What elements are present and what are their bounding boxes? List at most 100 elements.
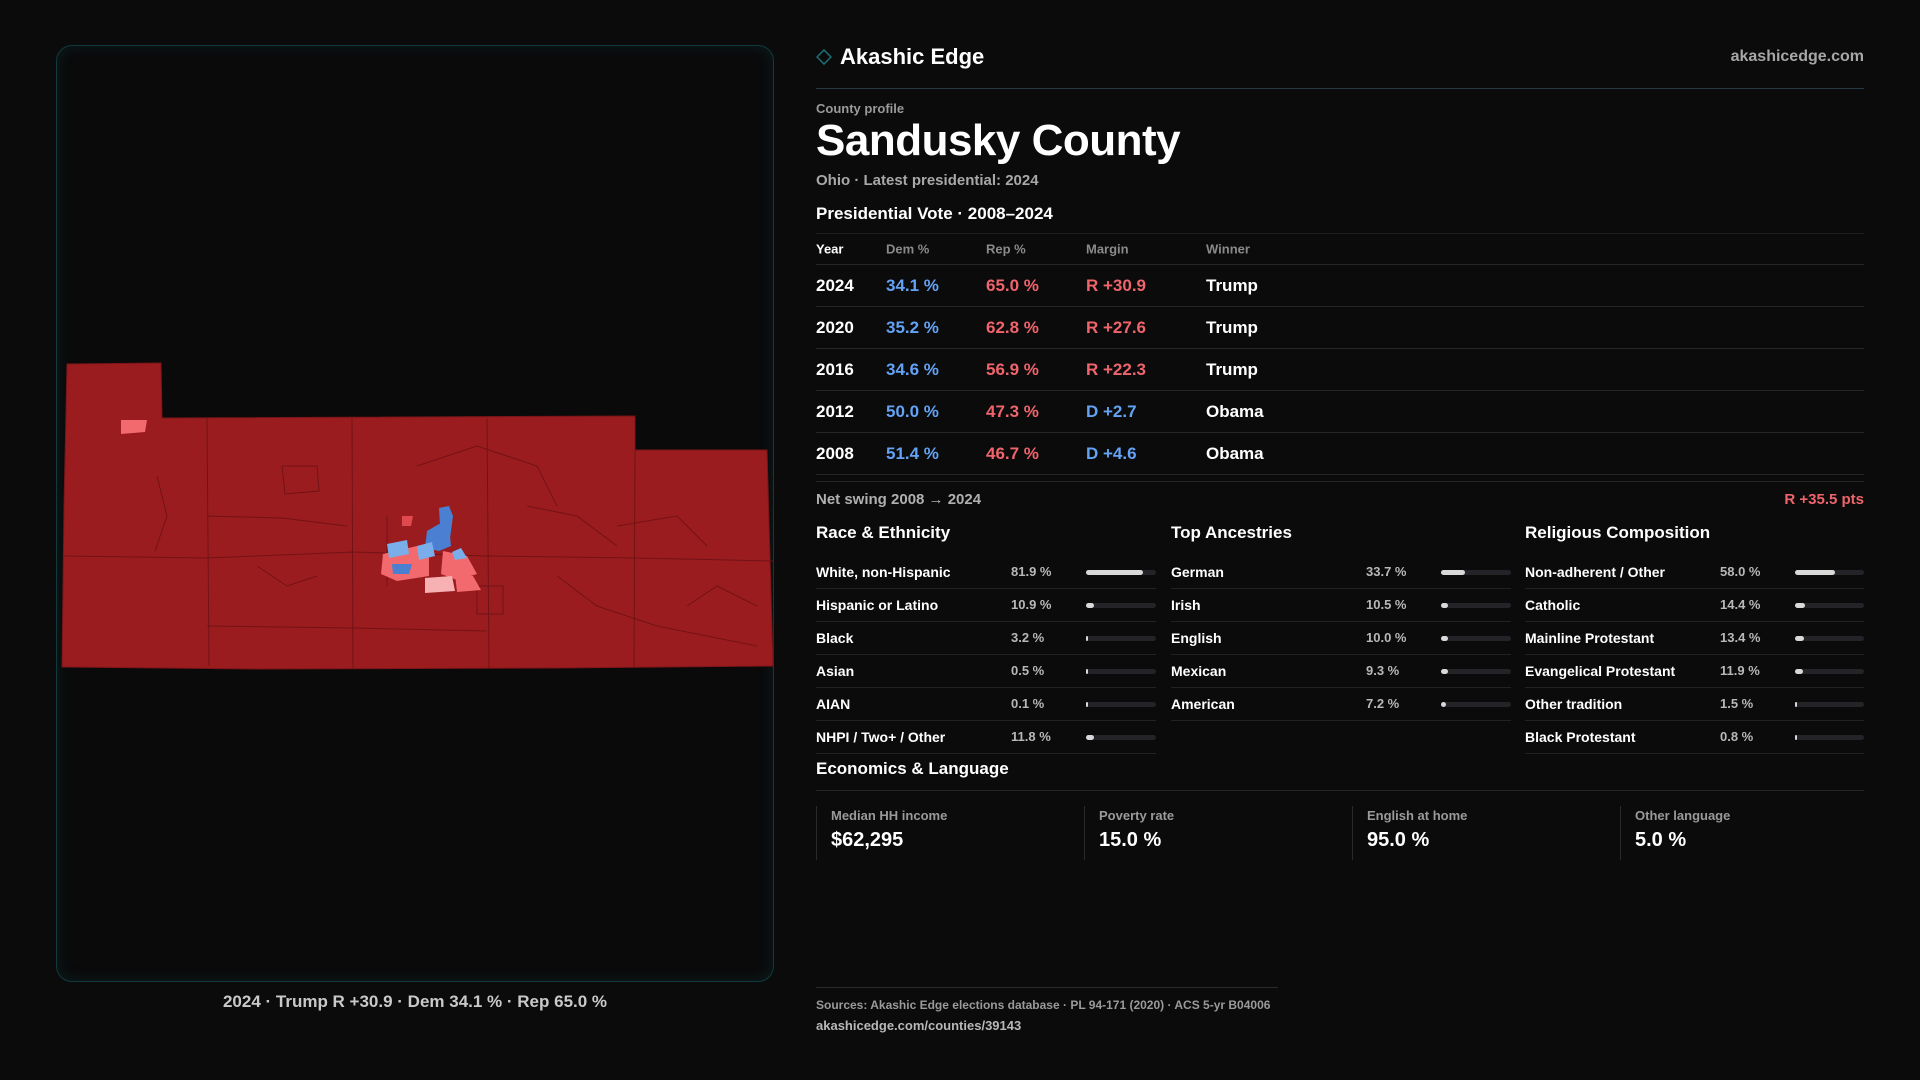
stat-value: 3.2 % [1011, 630, 1045, 645]
stat-value: 10.5 % [1366, 597, 1407, 612]
stat-bar-track [1086, 603, 1156, 608]
winner-cell: Trump [1206, 359, 1258, 379]
diamond-icon [816, 49, 832, 65]
stat-bar-fill [1086, 702, 1088, 707]
winner-cell: Obama [1206, 443, 1264, 463]
dem-cell: 34.1 % [886, 275, 939, 295]
table-row[interactable]: 2012 50.0 % 47.3 % D +2.7 Obama [816, 391, 1864, 433]
stat-bar-fill [1441, 669, 1448, 674]
swing-value: R +35.5 pts [1784, 491, 1864, 508]
stat-bar-track [1086, 570, 1156, 575]
sources-text: Sources: Akashic Edge elections database… [816, 998, 1271, 1012]
ancestry-section: Top Ancestries German 33.7 % Irish 10.5 % En… [1171, 522, 1511, 721]
table-row[interactable]: 2020 35.2 % 62.8 % R +27.6 Trump [816, 307, 1864, 349]
stat-row: Black 3.2 % [816, 622, 1156, 655]
stat-row: NHPI / Two+ / Other 11.8 % [816, 721, 1156, 754]
swing-label: Net swing 2008 → 2024 [816, 491, 982, 508]
rep-cell: 46.7 % [986, 443, 1039, 463]
table-row[interactable]: 2008 51.4 % 46.7 % D +4.6 Obama [816, 433, 1864, 475]
stat-label: Irish [1171, 597, 1201, 613]
vote-table: Year Dem % Rep % Margin Winner 2024 34.1… [816, 233, 1864, 475]
column-header-rep: Rep % [986, 241, 1026, 257]
econ-value: 15.0 % [1099, 829, 1162, 851]
stat-bar-track [1795, 735, 1864, 740]
year-cell: 2012 [816, 401, 854, 421]
stat-row: Mainline Protestant 13.4 % [1525, 622, 1864, 655]
stat-row: Evangelical Protestant 11.9 % [1525, 655, 1864, 688]
ancestry-rows: German 33.7 % Irish 10.5 % English 10.0 % Mexi… [1171, 556, 1511, 721]
econ-cell-english: English at home 95.0 % [1352, 806, 1620, 860]
stat-label: Black [816, 630, 854, 646]
stat-row: AIAN 0.1 % [816, 688, 1156, 721]
stat-label: American [1171, 696, 1235, 712]
stat-row: American 7.2 % [1171, 688, 1511, 721]
column-header-winner: Winner [1206, 241, 1250, 257]
map-caption: 2024 · Trump R +30.9 · Dem 34.1 % · Rep … [222, 992, 608, 1011]
dem-cell: 35.2 % [886, 317, 939, 337]
econ-label: English at home [1367, 808, 1468, 823]
column-header-margin: Margin [1086, 241, 1129, 257]
stat-label: White, non-Hispanic [816, 564, 951, 580]
stat-value: 14.4 % [1720, 597, 1761, 612]
stat-label: English [1171, 630, 1222, 646]
stat-value: 0.1 % [1011, 696, 1045, 711]
brand[interactable]: Akashic Edge [816, 44, 984, 70]
religion-section: Religious Composition Non-adherent / Oth… [1525, 522, 1864, 754]
brand-name: Akashic Edge [840, 44, 985, 69]
rep-cell: 62.8 % [986, 317, 1039, 337]
table-row[interactable]: 2016 34.6 % 56.9 % R +22.3 Trump [816, 349, 1864, 391]
profile-kicker: County profile [816, 101, 905, 116]
stat-bar-track [1795, 603, 1864, 608]
county-map-panel[interactable] [56, 45, 774, 982]
profile-subtitle: Ohio · Latest presidential: 2024 [816, 172, 1039, 189]
table-header: Year Dem % Rep % Margin Winner [816, 234, 1864, 265]
stat-label: Evangelical Protestant [1525, 663, 1676, 679]
stat-bar-fill [1795, 603, 1805, 608]
rep-cell: 65.0 % [986, 275, 1039, 295]
race-section: Race & Ethnicity White, non-Hispanic 81.9… [816, 522, 1156, 754]
econ-value: $62,295 [831, 829, 904, 851]
stat-value: 13.4 % [1720, 630, 1761, 645]
stat-label: Black Protestant [1525, 729, 1636, 745]
year-cell: 2008 [816, 443, 854, 463]
margin-cell: D +2.7 [1086, 401, 1137, 421]
sources: Sources: Akashic Edge elections database… [816, 987, 1278, 1033]
stat-bar-fill [1086, 603, 1094, 608]
margin-cell: R +27.6 [1086, 317, 1147, 337]
year-cell: 2024 [816, 275, 854, 295]
stat-value: 0.5 % [1011, 663, 1045, 678]
stat-label: Mainline Protestant [1525, 630, 1655, 646]
stat-label: Hispanic or Latino [816, 597, 939, 613]
year-cell: 2020 [816, 317, 854, 337]
stat-value: 9.3 % [1366, 663, 1400, 678]
table-row[interactable]: 2024 34.1 % 65.0 % R +30.9 Trump [816, 265, 1864, 307]
county-permalink[interactable]: akashicedge.com/counties/39143 [816, 1018, 1022, 1033]
county-shape [61, 362, 774, 670]
dem-cell: 50.0 % [886, 401, 939, 421]
stat-value: 33.7 % [1366, 564, 1407, 579]
stat-bar-fill [1795, 735, 1797, 740]
stat-value: 1.5 % [1720, 696, 1754, 711]
econ-title-text: Economics & Language [816, 759, 1009, 778]
margin-cell: R +22.3 [1086, 359, 1147, 379]
stat-label: AIAN [816, 696, 851, 712]
econ-cell-other-language: Other language 5.0 % [1620, 806, 1864, 860]
stat-row: Catholic 14.4 % [1525, 589, 1864, 622]
header: Akashic Edge akashicedge.com [816, 44, 1864, 89]
county-profile-panel: Akashic Edge akashicedge.com County prof… [816, 0, 1864, 1080]
econ-cell-poverty: Poverty rate 15.0 % [1084, 806, 1352, 860]
vote-section-title: Presidential Vote · 2008–2024 [816, 204, 1053, 223]
stat-bar-fill [1795, 570, 1835, 575]
stat-value: 11.9 % [1720, 663, 1760, 678]
stat-row: English 10.0 % [1171, 622, 1511, 655]
county-precinct-map[interactable] [57, 46, 775, 983]
column-header-year: Year [816, 241, 844, 257]
stat-row: Non-adherent / Other 58.0 % [1525, 556, 1864, 589]
page-title: Sandusky County [816, 116, 1181, 165]
stat-row: Asian 0.5 % [816, 655, 1156, 688]
stat-row: Black Protestant 0.8 % [1525, 721, 1864, 754]
site-url[interactable]: akashicedge.com [1730, 48, 1864, 65]
econ-section-title: Economics & Language [816, 759, 1864, 791]
margin-cell: R +30.9 [1086, 275, 1147, 295]
econ-value: 5.0 % [1635, 829, 1687, 851]
